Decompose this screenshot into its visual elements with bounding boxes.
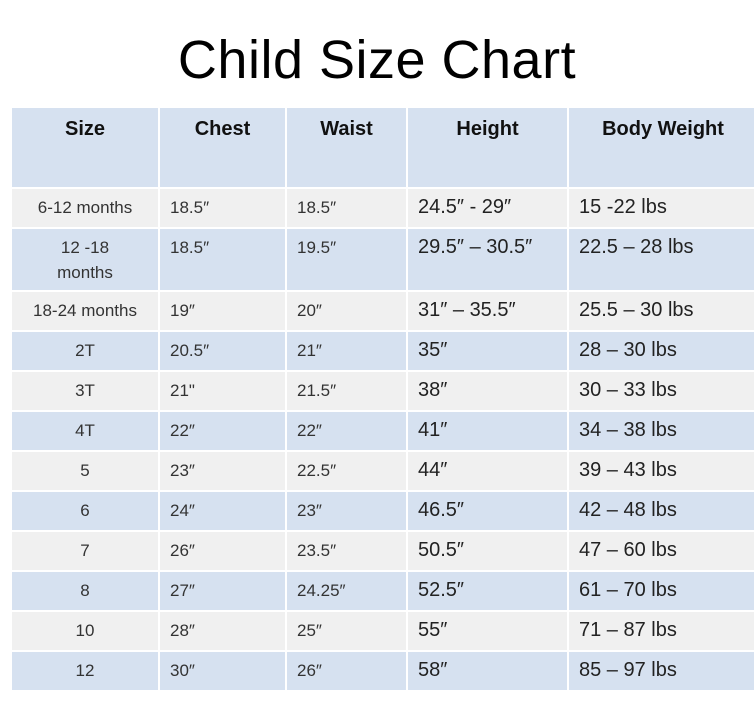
table-row: 4T 22″ 22″ 41″ 34 – 38 lbs	[12, 412, 754, 450]
cell-chest: 18.5″	[160, 229, 285, 290]
cell-height: 55″	[408, 612, 567, 650]
cell-height: 38″	[408, 372, 567, 410]
table-row: 18-24 months 19″ 20″ 31″ – 35.5″ 25.5 – 30 l…	[12, 292, 754, 330]
cell-body-weight: 34 – 38 lbs	[569, 412, 754, 450]
cell-chest: 27″	[160, 572, 285, 610]
cell-body-weight: 85 – 97 lbs	[569, 652, 754, 690]
table-row: 7 26″ 23.5″ 50.5″ 47 – 60 lbs	[12, 532, 754, 570]
cell-waist: 25″	[287, 612, 406, 650]
table-row: 10 28″ 25″ 55″ 71 – 87 lbs	[12, 612, 754, 650]
cell-waist: 22″	[287, 412, 406, 450]
cell-waist: 23″	[287, 492, 406, 530]
cell-height: 50.5″	[408, 532, 567, 570]
table-row: 2T 20.5″ 21″ 35″ 28 – 30 lbs	[12, 332, 754, 370]
cell-height: 46.5″	[408, 492, 567, 530]
cell-body-weight: 22.5 – 28 lbs	[569, 229, 754, 290]
cell-size: 10	[12, 612, 158, 650]
cell-chest: 30″	[160, 652, 285, 690]
table-row: 5 23″ 22.5″ 44″ 39 – 43 lbs	[12, 452, 754, 490]
cell-size: 8	[12, 572, 158, 610]
page-title: Child Size Chart	[177, 30, 577, 90]
column-header-height: Height	[408, 108, 567, 187]
cell-waist: 20″	[287, 292, 406, 330]
table-row: 6 24″ 23″ 46.5″ 42 – 48 lbs	[12, 492, 754, 530]
size-chart-table: Size Chest Waist Height Body Weight 6-12 mon…	[10, 106, 754, 692]
cell-waist: 24.25″	[287, 572, 406, 610]
cell-body-weight: 42 – 48 lbs	[569, 492, 754, 530]
cell-height: 24.5″ - 29″	[408, 189, 567, 227]
column-header-body-weight: Body Weight	[569, 108, 754, 187]
cell-body-weight: 30 – 33 lbs	[569, 372, 754, 410]
cell-body-weight: 25.5 – 30 lbs	[569, 292, 754, 330]
cell-chest: 19″	[160, 292, 285, 330]
table-row: 6-12 months 18.5″ 18.5″ 24.5″ - 29″ 15 -22 l…	[12, 189, 754, 227]
cell-waist: 22.5″	[287, 452, 406, 490]
column-header-waist: Waist	[287, 108, 406, 187]
table-row: 3T 21" 21.5″ 38″ 30 – 33 lbs	[12, 372, 754, 410]
cell-chest: 26″	[160, 532, 285, 570]
cell-size: 12	[12, 652, 158, 690]
cell-height: 29.5″ – 30.5″	[408, 229, 567, 290]
cell-chest: 21"	[160, 372, 285, 410]
column-header-chest: Chest	[160, 108, 285, 187]
cell-body-weight: 71 – 87 lbs	[569, 612, 754, 650]
column-header-size: Size	[12, 108, 158, 187]
cell-body-weight: 39 – 43 lbs	[569, 452, 754, 490]
cell-size: 2T	[12, 332, 158, 370]
header-row: Size Chest Waist Height Body Weight	[12, 108, 754, 187]
cell-height: 41″	[408, 412, 567, 450]
cell-body-weight: 47 – 60 lbs	[569, 532, 754, 570]
cell-chest: 22″	[160, 412, 285, 450]
cell-size: 6	[12, 492, 158, 530]
cell-body-weight: 15 -22 lbs	[569, 189, 754, 227]
cell-size: 3T	[12, 372, 158, 410]
cell-size: 12 -18 months	[12, 229, 158, 290]
cell-height: 35″	[408, 332, 567, 370]
cell-chest: 23″	[160, 452, 285, 490]
cell-height: 44″	[408, 452, 567, 490]
cell-size: 4T	[12, 412, 158, 450]
cell-body-weight: 61 – 70 lbs	[569, 572, 754, 610]
cell-size: 5	[12, 452, 158, 490]
cell-waist: 26″	[287, 652, 406, 690]
table-row: 8 27″ 24.25″ 52.5″ 61 – 70 lbs	[12, 572, 754, 610]
cell-chest: 18.5″	[160, 189, 285, 227]
cell-size: 6-12 months	[12, 189, 158, 227]
table-row: 12 30″ 26″ 58″ 85 – 97 lbs	[12, 652, 754, 690]
cell-height: 31″ – 35.5″	[408, 292, 567, 330]
table-row: 12 -18 months 18.5″ 19.5″ 29.5″ – 30.5″ 22.5…	[12, 229, 754, 290]
cell-waist: 21.5″	[287, 372, 406, 410]
cell-waist: 19.5″	[287, 229, 406, 290]
cell-height: 58″	[408, 652, 567, 690]
cell-height: 52.5″	[408, 572, 567, 610]
cell-waist: 18.5″	[287, 189, 406, 227]
cell-chest: 24″	[160, 492, 285, 530]
cell-body-weight: 28 – 30 lbs	[569, 332, 754, 370]
cell-size: 18-24 months	[12, 292, 158, 330]
cell-waist: 21″	[287, 332, 406, 370]
cell-size: 7	[12, 532, 158, 570]
cell-chest: 28″	[160, 612, 285, 650]
cell-waist: 23.5″	[287, 532, 406, 570]
cell-chest: 20.5″	[160, 332, 285, 370]
